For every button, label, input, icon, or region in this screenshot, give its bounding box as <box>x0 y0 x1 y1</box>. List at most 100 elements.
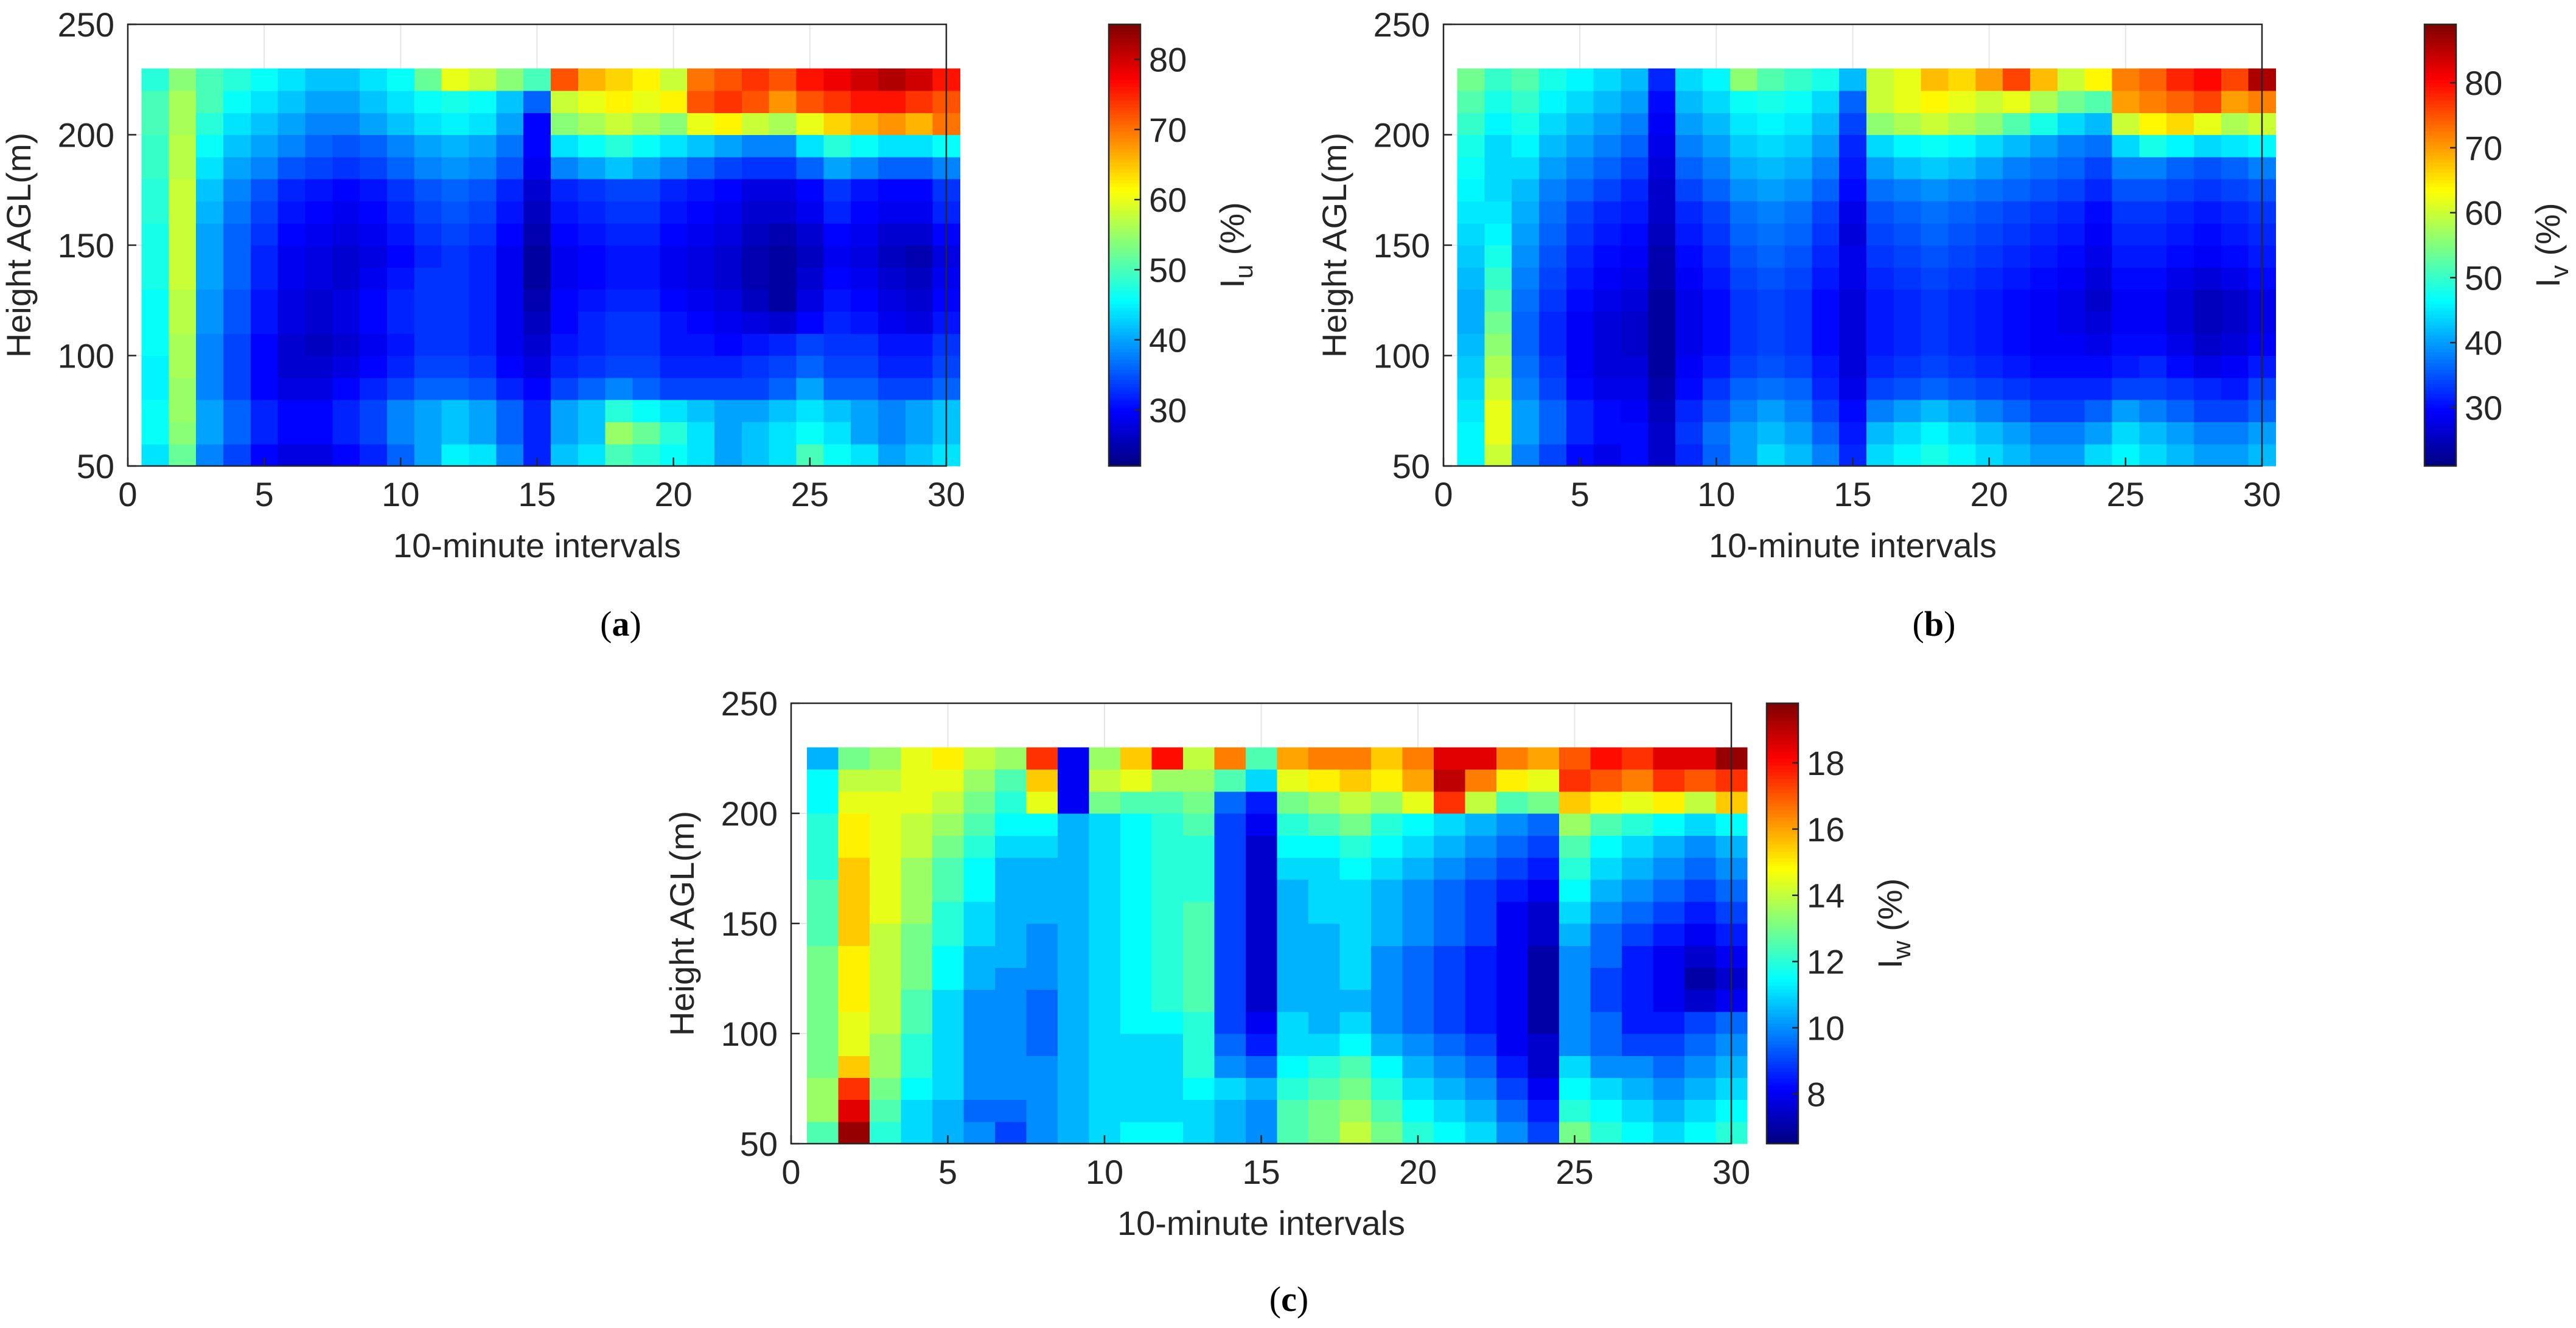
heatmap-cell <box>1214 880 1246 902</box>
heatmap-cell <box>1894 113 1921 135</box>
heatmap-cell <box>196 378 223 400</box>
heatmap-cell <box>469 400 496 422</box>
heatmap-cell <box>838 770 870 792</box>
heatmap-cell <box>1594 290 1621 312</box>
heatmap-cell <box>1465 1055 1496 1078</box>
heatmap-cell <box>196 135 223 158</box>
panel-caption: (a) <box>600 604 641 644</box>
colorbar-segment <box>1767 799 1798 803</box>
heatmap-cell <box>1866 378 1894 400</box>
colorbar-segment <box>2424 290 2456 294</box>
colorbar-segment <box>2424 397 2456 401</box>
heatmap-cell <box>1653 1012 1684 1034</box>
heatmap-cell <box>2221 444 2249 467</box>
heatmap-cell <box>2003 378 2030 400</box>
heatmap-cell <box>2194 245 2221 268</box>
heatmap-cell <box>551 69 578 91</box>
heatmap-cell <box>1812 378 1839 400</box>
heatmap-cell <box>1839 290 1866 312</box>
heatmap-cell <box>332 179 360 201</box>
heatmap-cell <box>1757 179 1785 201</box>
heatmap-cell <box>496 179 523 201</box>
heatmap-cell <box>1058 835 1089 858</box>
heatmap-cell <box>2058 356 2085 378</box>
heatmap-cell <box>807 902 839 924</box>
heatmap-cell <box>1559 990 1591 1012</box>
heatmap-cell <box>196 444 223 467</box>
heatmap-cell <box>851 400 878 422</box>
heatmap-cell <box>1434 857 1465 880</box>
heatmap-cell <box>742 422 769 444</box>
heatmap-cell <box>1621 201 1648 223</box>
heatmap-cell <box>1975 69 2003 91</box>
heatmap-cell <box>2166 290 2194 312</box>
colorbar-segment <box>2424 111 2456 114</box>
heatmap-cell <box>1496 902 1528 924</box>
heatmap-cell <box>687 245 714 268</box>
heatmap-cell <box>1975 91 2003 113</box>
heatmap-cell <box>1648 333 1675 356</box>
heatmap-cell <box>1730 400 1757 422</box>
heatmap-cell <box>838 1034 870 1056</box>
heatmap-cell <box>1622 945 1653 968</box>
heatmap-cell <box>2166 201 2194 223</box>
heatmap-cell <box>141 400 169 422</box>
heatmap-cell <box>1434 990 1465 1012</box>
heatmap-cell <box>1839 267 1866 290</box>
heatmap-cell <box>1894 135 1921 158</box>
heatmap-cell <box>1812 223 1839 246</box>
heatmap-cell <box>2221 356 2249 378</box>
colorbar-segment <box>1109 117 1140 121</box>
heatmap-cell <box>1594 333 1621 356</box>
heatmap-cell <box>1653 990 1684 1012</box>
heatmap-cell <box>906 311 933 334</box>
heatmap-cell <box>551 290 578 312</box>
colorbar-segment <box>1767 992 1798 996</box>
heatmap-cell <box>823 311 851 334</box>
caption-letter: c <box>1281 1279 1297 1319</box>
heatmap-cell <box>1684 1012 1716 1034</box>
heatmap-cell <box>796 378 823 400</box>
heatmap-cell <box>2058 422 2085 444</box>
heatmap-cell <box>196 400 223 422</box>
heatmap-cell <box>251 91 278 113</box>
heatmap-cell <box>851 113 878 135</box>
heatmap-cell <box>442 378 469 400</box>
colorbar-segment <box>1109 262 1140 266</box>
heatmap-cell <box>387 400 414 422</box>
heatmap-cell <box>1527 880 1559 902</box>
heatmap-cell <box>360 378 387 400</box>
heatmap-cell <box>1784 267 1812 290</box>
heatmap-cell <box>1539 179 1566 201</box>
heatmap-cell <box>169 91 196 113</box>
heatmap-cell <box>901 1034 932 1056</box>
heatmap-cell <box>823 400 851 422</box>
colorbar-segment <box>1767 1119 1798 1123</box>
heatmap-cell <box>823 113 851 135</box>
heatmap-cell <box>1058 880 1089 902</box>
heatmap-cell <box>1622 1012 1653 1034</box>
y-tick-label: 250 <box>58 5 114 44</box>
heatmap-cell <box>906 267 933 290</box>
colorbar-segment <box>1109 301 1140 304</box>
colorbar-segment <box>1767 789 1798 793</box>
colorbar-segment <box>2424 307 2456 311</box>
heatmap-cell <box>1308 747 1340 770</box>
heatmap-cell <box>823 267 851 290</box>
heatmap-cell <box>2112 91 2139 113</box>
heatmap-cell <box>632 223 660 246</box>
heatmap-cell <box>1539 290 1566 312</box>
heatmap-cell <box>1308 990 1340 1012</box>
heatmap-cell <box>2058 267 2085 290</box>
heatmap-cell <box>823 157 851 179</box>
colorbar-label: Iv (%) <box>2529 203 2574 287</box>
heatmap-cell <box>823 444 851 467</box>
heatmap-cell <box>578 157 606 179</box>
heatmap-cell <box>1457 333 1484 356</box>
colorbar-segment <box>2424 366 2456 370</box>
heatmap-cell <box>769 157 797 179</box>
heatmap-cell <box>660 135 687 158</box>
heatmap-cell <box>1058 1034 1089 1056</box>
colorbar-label-subscript: w <box>1887 940 1916 960</box>
heatmap-cell <box>469 444 496 467</box>
